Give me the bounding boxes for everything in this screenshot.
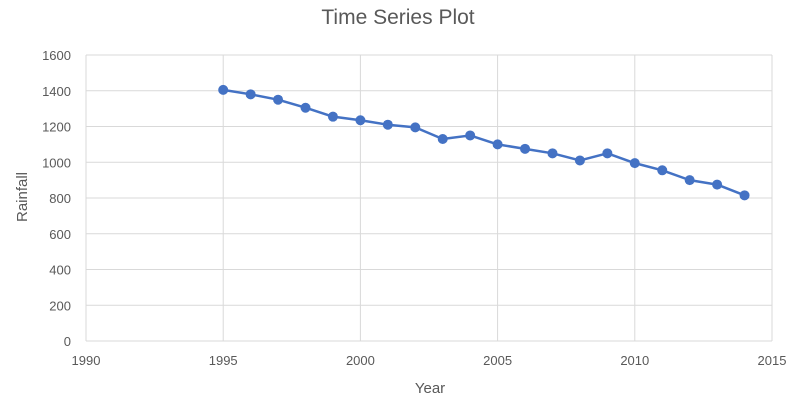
y-tick-label: 1000: [42, 155, 71, 170]
y-tick-label: 1600: [42, 48, 71, 63]
data-point: [300, 102, 311, 113]
data-point: [657, 165, 668, 176]
data-point: [739, 190, 750, 201]
x-tick-label: 2015: [758, 353, 787, 368]
tick-labels: 0 200 400 600 800 1000 1200 1400 1600 1990 1995 200…: [42, 48, 786, 368]
data-point: [245, 89, 256, 100]
grid-lines: [85, 54, 773, 342]
data-point: [520, 143, 531, 154]
y-tick-label: 200: [49, 298, 71, 313]
data-point: [547, 148, 558, 159]
data-point: [629, 158, 640, 169]
y-tick-label: 1200: [42, 120, 71, 135]
y-axis-label: Rainfall: [14, 172, 31, 222]
data-point: [602, 148, 613, 159]
data-point: [437, 134, 448, 145]
data-point: [574, 155, 585, 166]
chart-title: Time Series Plot: [321, 6, 474, 29]
data-point: [712, 179, 723, 190]
y-tick-label: 800: [49, 191, 71, 206]
series-rainfall: [218, 84, 750, 201]
data-point: [355, 115, 366, 126]
x-tick-label: 2000: [346, 353, 375, 368]
y-tick-label: 1400: [42, 84, 71, 99]
x-tick-label: 2005: [483, 353, 512, 368]
x-tick-label: 1995: [209, 353, 238, 368]
x-axis-label: Year: [415, 380, 445, 397]
data-point: [410, 122, 421, 133]
data-point: [382, 119, 393, 130]
data-point: [684, 175, 695, 186]
data-point: [218, 84, 229, 95]
x-tick-label: 2010: [620, 353, 649, 368]
data-point: [327, 111, 338, 122]
x-tick-label: 1990: [72, 353, 101, 368]
y-tick-label: 600: [49, 227, 71, 242]
data-point: [492, 139, 503, 150]
y-tick-label: 0: [64, 334, 71, 349]
y-tick-label: 400: [49, 263, 71, 278]
data-point: [273, 94, 284, 105]
data-point: [465, 130, 476, 141]
